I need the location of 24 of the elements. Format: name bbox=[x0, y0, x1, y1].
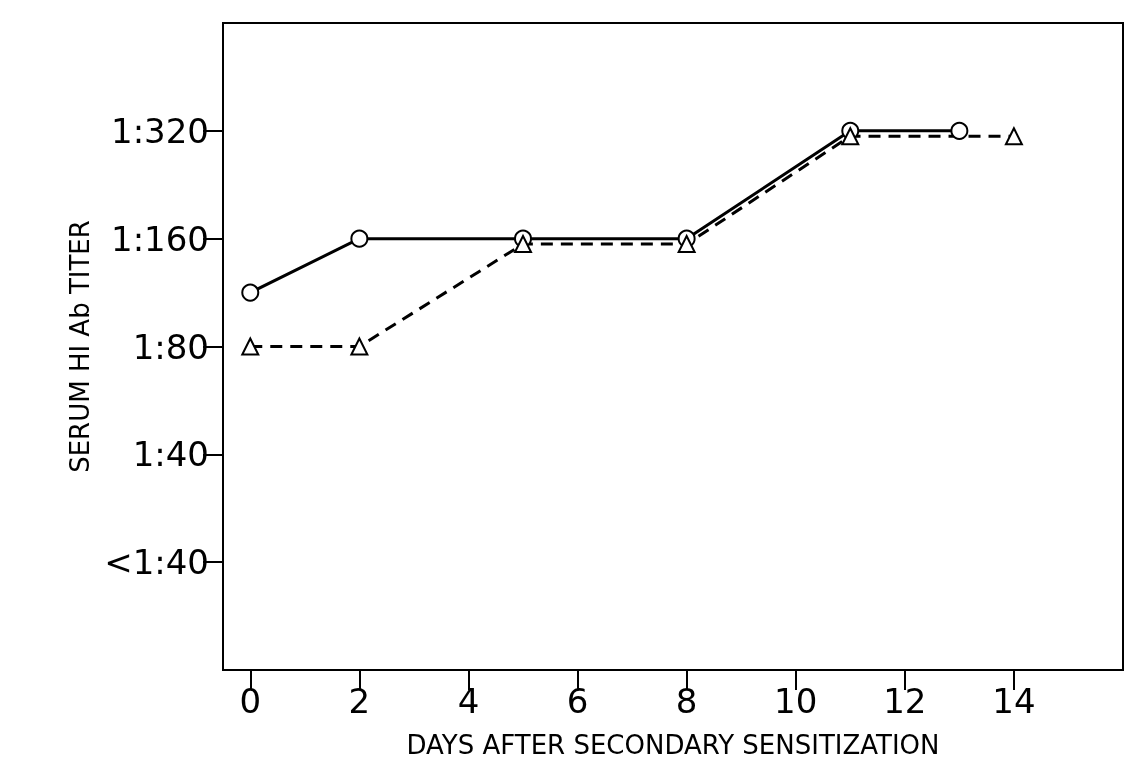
category-label: 1:320 bbox=[111, 110, 209, 151]
x-axis-title: DAYS AFTER SECONDARY SENSITIZATION bbox=[406, 730, 940, 760]
point bbox=[677, 235, 696, 254]
x-tick-label: 4 bbox=[457, 681, 480, 721]
category-label: <1:40 bbox=[104, 542, 209, 583]
point bbox=[241, 337, 260, 356]
point bbox=[1004, 127, 1023, 146]
point bbox=[841, 127, 860, 146]
y-axis-title: SERUM HI Ab TITER bbox=[65, 220, 96, 473]
x-tick-label: 8 bbox=[675, 681, 698, 721]
point bbox=[514, 235, 532, 254]
x-tick-label: 14 bbox=[992, 681, 1036, 721]
point bbox=[950, 121, 969, 140]
x-tick-label: 6 bbox=[566, 681, 589, 721]
category-label: 1:160 bbox=[111, 218, 209, 259]
point bbox=[350, 229, 369, 248]
point bbox=[241, 283, 260, 302]
x-tick-label: 2 bbox=[348, 681, 371, 721]
x-tick-label: 10 bbox=[774, 681, 818, 721]
category-label: 1:80 bbox=[132, 326, 209, 367]
x-tick-label: 0 bbox=[239, 681, 262, 721]
point bbox=[350, 337, 369, 356]
x-tick-label: 12 bbox=[883, 681, 927, 721]
category-label: 1:40 bbox=[132, 434, 209, 475]
